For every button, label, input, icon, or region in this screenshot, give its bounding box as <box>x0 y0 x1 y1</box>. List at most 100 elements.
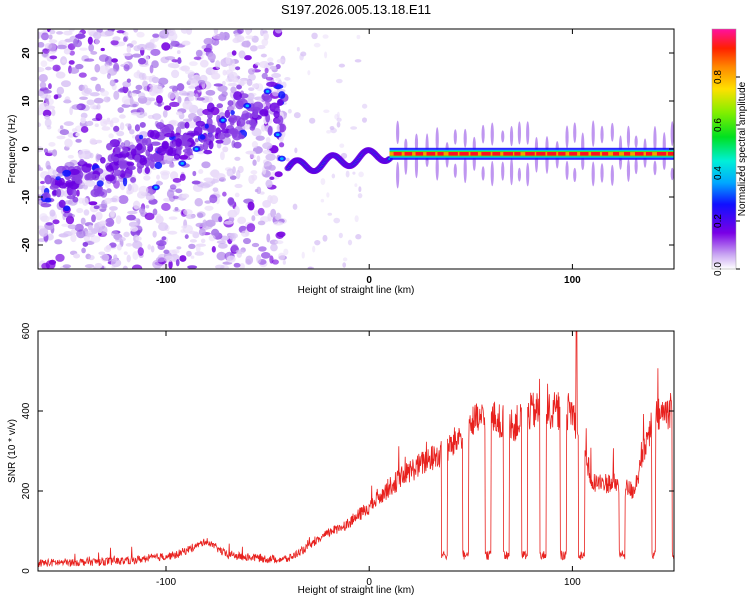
spectrogram-blob <box>157 103 162 107</box>
spectrogram-blob <box>161 42 171 51</box>
spectrogram-blob <box>52 64 61 72</box>
colorbar: 0.0 0.2 0.4 0.6 0.8 Normalized spectral ampl… <box>711 28 748 276</box>
spectrogram-blob <box>158 222 169 231</box>
spectrogram-blob <box>231 50 237 56</box>
spectrogram-blob <box>44 118 52 128</box>
spectrogram-blob <box>43 148 49 154</box>
spectrogram-blob <box>219 121 227 130</box>
spectrogram-blob <box>221 91 228 97</box>
spectrogram-blob <box>342 262 347 268</box>
spectrogram-blob <box>152 153 161 160</box>
spectrogram-blob <box>463 155 467 184</box>
spectrogram-blob <box>54 239 63 245</box>
spectrogram-blob <box>228 128 239 135</box>
spectrogram-blob <box>56 44 67 50</box>
spectrogram-blob <box>181 225 187 229</box>
spectrogram-blob <box>194 251 205 256</box>
spectrogram-blob <box>414 133 419 153</box>
spectrogram-blob <box>249 45 258 52</box>
spectrogram-blob <box>147 97 156 102</box>
spectrogram-blob <box>626 125 631 149</box>
spectrogram-blob <box>189 155 194 159</box>
spectrogram-blob <box>113 90 120 100</box>
spectrogram-blob <box>139 134 144 140</box>
spectrogram-blob <box>155 215 164 224</box>
spectrogram-blob <box>215 60 221 70</box>
spectrogram-blob <box>71 104 82 110</box>
spectrogram-blob <box>129 92 137 97</box>
spectrogram-blob <box>233 262 241 268</box>
spectrogram-blob <box>203 149 213 155</box>
spectrogram-blob <box>307 266 315 269</box>
spectrogram-blob <box>70 228 77 235</box>
spectrogram-blob <box>251 215 256 222</box>
spectrogram-blob <box>135 236 142 241</box>
spectrogram-blob <box>63 121 74 126</box>
spectrogram-blob <box>88 43 95 52</box>
spectrogram-blob <box>565 160 569 181</box>
spectrogram-blob <box>185 214 196 220</box>
spectrogram-blob <box>68 29 75 32</box>
spectrogram-blob <box>122 147 129 154</box>
spectrogram-blob <box>151 76 160 84</box>
spectrogram-blob <box>463 128 467 148</box>
colorbar-frame <box>711 28 737 270</box>
spectrogram-blob <box>232 99 236 108</box>
spectrogram-blob <box>175 259 180 267</box>
spectrogram-blob <box>221 118 225 122</box>
spectrogram-blob <box>213 83 223 87</box>
spectrogram-blob <box>212 187 219 192</box>
spectrogram-blob <box>247 201 255 211</box>
spectrogram-blob <box>239 263 245 269</box>
spectrogram-blob <box>125 243 133 247</box>
spectrogram-blob <box>149 83 157 89</box>
spectrogram-blob <box>223 220 234 225</box>
spectrogram-blob <box>134 154 141 163</box>
spectrogram-blob <box>164 255 174 263</box>
colorbar-tick-label: 0.4 <box>713 166 724 180</box>
spectrogram-blob <box>208 140 214 150</box>
spectrogram-blob <box>156 94 163 104</box>
spectrogram-blob <box>156 240 167 247</box>
spectrogram-blob <box>267 62 274 66</box>
spectrogram-blob <box>600 163 604 183</box>
spectral-band-peak <box>602 152 609 156</box>
spectrogram-blob <box>59 129 70 136</box>
spectrogram-blob <box>129 226 139 232</box>
spectrogram-blob <box>111 58 118 63</box>
spectrogram-blob <box>251 242 260 248</box>
spectrogram-blob <box>147 244 152 250</box>
spectrogram-blob <box>144 212 155 221</box>
spectrogram-blob <box>176 50 181 55</box>
spectrogram-xtick-label: -100 <box>156 275 176 286</box>
spectrogram-blob <box>48 34 53 40</box>
spectrogram-blob <box>194 147 199 151</box>
spectrogram-blob <box>75 132 80 137</box>
spectrogram-blob <box>144 41 155 51</box>
spectrogram-blob <box>145 137 152 147</box>
snr-ytick-label: 0 <box>21 568 32 574</box>
spectrogram-blob <box>168 260 173 269</box>
spectrogram-xtick-label: 0 <box>366 275 372 286</box>
spectrogram-blob <box>238 134 245 140</box>
spectrogram-blob <box>99 156 106 164</box>
spectrogram-blob <box>336 111 340 119</box>
spectrogram-ytick-label: 20 <box>21 47 32 59</box>
spectrogram-blob <box>501 130 505 143</box>
spectrogram-blob <box>241 40 251 48</box>
spectrogram-blob <box>103 96 111 103</box>
spectrogram-blob <box>231 77 239 83</box>
spectrogram-blob <box>490 160 494 187</box>
spectrogram-blob <box>90 103 97 110</box>
spectrogram-blob <box>132 240 143 249</box>
spectrogram-blob <box>109 79 116 87</box>
spectrogram-blob <box>211 246 216 253</box>
spectrogram-blob <box>285 157 290 162</box>
spectrogram-blob <box>326 130 332 134</box>
spectrogram-blob <box>136 143 143 151</box>
spectrogram-blob <box>88 254 95 261</box>
spectrogram-blob <box>119 114 126 119</box>
spectrogram-blob <box>326 192 330 198</box>
spectrogram-blob <box>122 265 128 269</box>
spectrogram-blob <box>196 108 205 117</box>
